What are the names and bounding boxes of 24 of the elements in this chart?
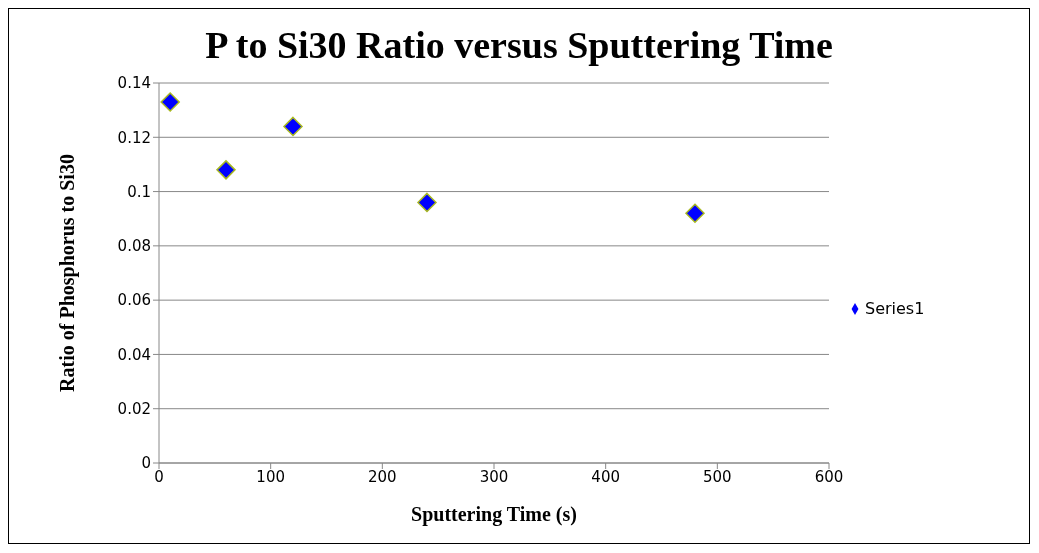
point: [685, 203, 705, 224]
y-tick-label: 0: [141, 454, 151, 473]
x-tick-label: 100: [256, 467, 285, 486]
y-tick-label: 0.1: [127, 182, 151, 201]
point: [216, 160, 236, 180]
legend-label: Series1: [865, 298, 925, 318]
y-axis-title: Ratio of Phosphorus to Si30: [56, 154, 80, 392]
x-tick-label: 500: [703, 467, 732, 486]
point: [417, 192, 437, 213]
y-tick-label: 0.12: [117, 128, 151, 147]
x-tick-label: 600: [814, 467, 844, 486]
y-tick-label: 0.14: [117, 74, 151, 93]
x-tick-label: 200: [368, 467, 397, 486]
x-tick-label: 0: [154, 467, 164, 486]
y-tick-label: 0.08: [117, 237, 151, 256]
point: [160, 92, 180, 112]
y-tick-label: 0.06: [117, 291, 151, 310]
y-tick-label: 0.02: [117, 400, 151, 419]
x-tick-label: 300: [479, 467, 509, 486]
x-tick-label: 400: [591, 467, 620, 486]
x-axis-title: Sputtering Time (s): [411, 503, 577, 526]
point: [283, 116, 303, 137]
chart-title: P to Si30 Ratio versus Sputtering Time: [204, 23, 834, 68]
y-tick-label: 0.04: [117, 345, 151, 364]
